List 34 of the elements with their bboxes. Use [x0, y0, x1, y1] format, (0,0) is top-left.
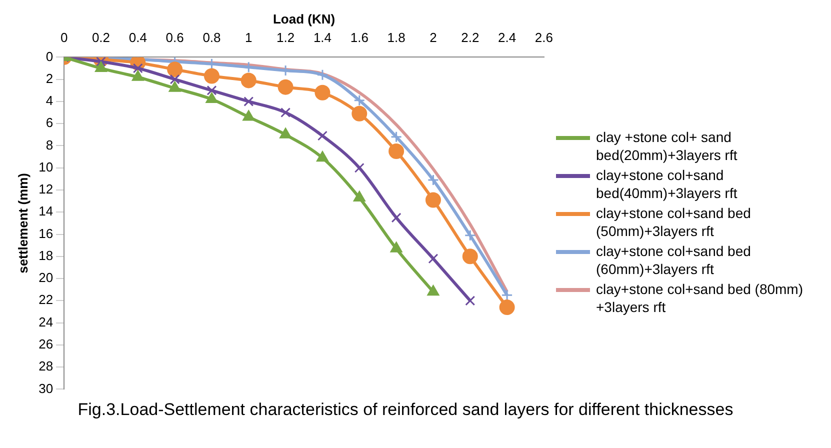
x-tick-label: 2.4 — [498, 30, 516, 45]
y-tick-label: 22 — [38, 292, 54, 308]
y-tick-label: 30 — [38, 380, 54, 396]
y-tick-label: 8 — [46, 137, 54, 152]
x-tick-label: 0.8 — [202, 30, 221, 45]
y-tick-label: 24 — [38, 314, 54, 330]
x-axis-title: Load (KN) — [272, 11, 336, 26]
y-tick-label: 16 — [38, 226, 54, 241]
x-tick-label: 1.2 — [276, 30, 295, 45]
x-tick-label: 1 — [245, 30, 252, 45]
y-tick-label: 20 — [38, 270, 54, 286]
y-tick-label: 12 — [38, 182, 54, 197]
legend-label: clay+stone col+sand bed (80mm) +3layers rft — [596, 280, 804, 316]
y-tick-label: 2 — [46, 70, 54, 86]
x-tick-label: 0 — [60, 30, 68, 45]
y-tick-label: 14 — [38, 204, 54, 219]
y-tick-label: 18 — [38, 248, 54, 263]
y-axis-title: settlement (mm) — [15, 172, 30, 274]
x-tick-label: 0.4 — [128, 30, 147, 45]
x-tick-label: 1.4 — [313, 30, 332, 45]
y-tick-label: 0 — [46, 48, 54, 64]
y-tick-label: 6 — [46, 115, 54, 130]
x-tick-label: 2 — [430, 30, 437, 45]
x-tick-label: 2.2 — [461, 30, 480, 45]
x-tick-label: 0.2 — [92, 30, 110, 45]
text: Fig.3.Load-Settlement characteristics of reinforced sand layers for different thicknesses — [76, 400, 734, 420]
y-tick-label: 28 — [38, 358, 54, 374]
y-tick-label: 4 — [46, 93, 54, 108]
x-tick-label: 1.6 — [350, 30, 368, 45]
x-tick-label: 0.6 — [166, 30, 184, 45]
y-tick-label: 26 — [38, 336, 54, 352]
x-tick-label: 2.6 — [534, 30, 554, 45]
y-tick-label: 10 — [38, 159, 54, 174]
x-tick-label: 1.8 — [387, 30, 406, 45]
